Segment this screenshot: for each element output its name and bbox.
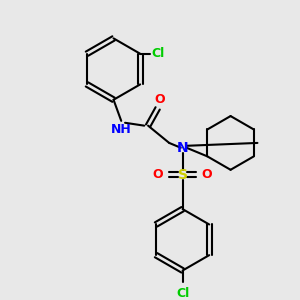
- Text: O: O: [202, 168, 212, 181]
- Text: Cl: Cl: [152, 47, 165, 60]
- Text: NH: NH: [111, 123, 132, 136]
- Text: Cl: Cl: [176, 287, 189, 300]
- Text: O: O: [154, 94, 165, 106]
- Text: S: S: [178, 168, 188, 182]
- Text: N: N: [177, 141, 188, 155]
- Text: O: O: [153, 168, 164, 181]
